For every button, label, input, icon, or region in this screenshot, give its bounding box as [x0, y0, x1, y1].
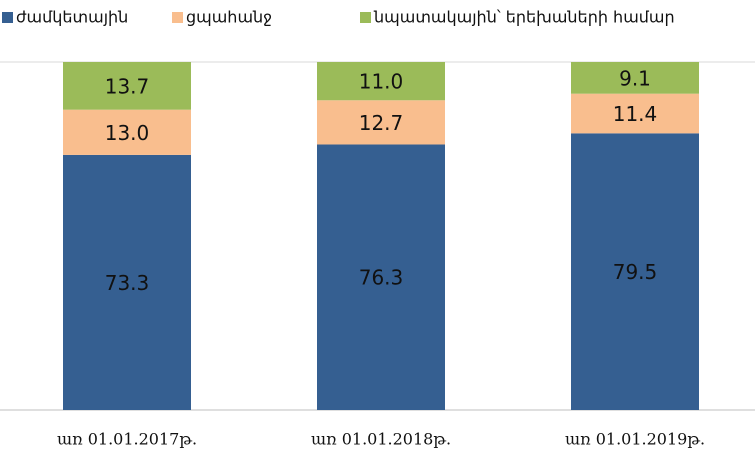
value-label: 13.0 — [105, 121, 150, 145]
value-label: 13.7 — [105, 74, 150, 98]
bar-segment — [63, 109, 191, 155]
value-label: 79.5 — [613, 260, 658, 284]
legend-swatch — [2, 12, 13, 23]
bar-segment — [571, 62, 699, 94]
bar-segment — [571, 93, 699, 134]
bar-segment — [63, 154, 191, 410]
value-label: 73.3 — [105, 271, 150, 295]
legend-swatch — [172, 12, 183, 23]
value-label: 11.4 — [613, 102, 658, 126]
x-tick-label: առ 01.01.2018թ. — [311, 430, 451, 449]
bar-segment — [317, 144, 445, 410]
value-label: 11.0 — [359, 70, 404, 94]
legend-label: նպատակային՝ երեխաների համար — [373, 8, 675, 27]
value-label: 9.1 — [619, 66, 651, 90]
x-tick-label: առ 01.01.2019թ. — [565, 430, 705, 449]
bar-segment — [317, 62, 445, 101]
bar-segment — [63, 62, 191, 110]
value-label: 12.7 — [359, 111, 404, 135]
value-label: 76.3 — [359, 266, 404, 290]
legend-swatch — [360, 12, 371, 23]
x-tick-label: առ 01.01.2017թ. — [57, 430, 197, 449]
bar-segment — [317, 100, 445, 145]
legend-label: ցպահանջ — [186, 8, 272, 27]
bar-segment — [571, 133, 699, 410]
legend-label: ժամկետային — [16, 8, 128, 27]
